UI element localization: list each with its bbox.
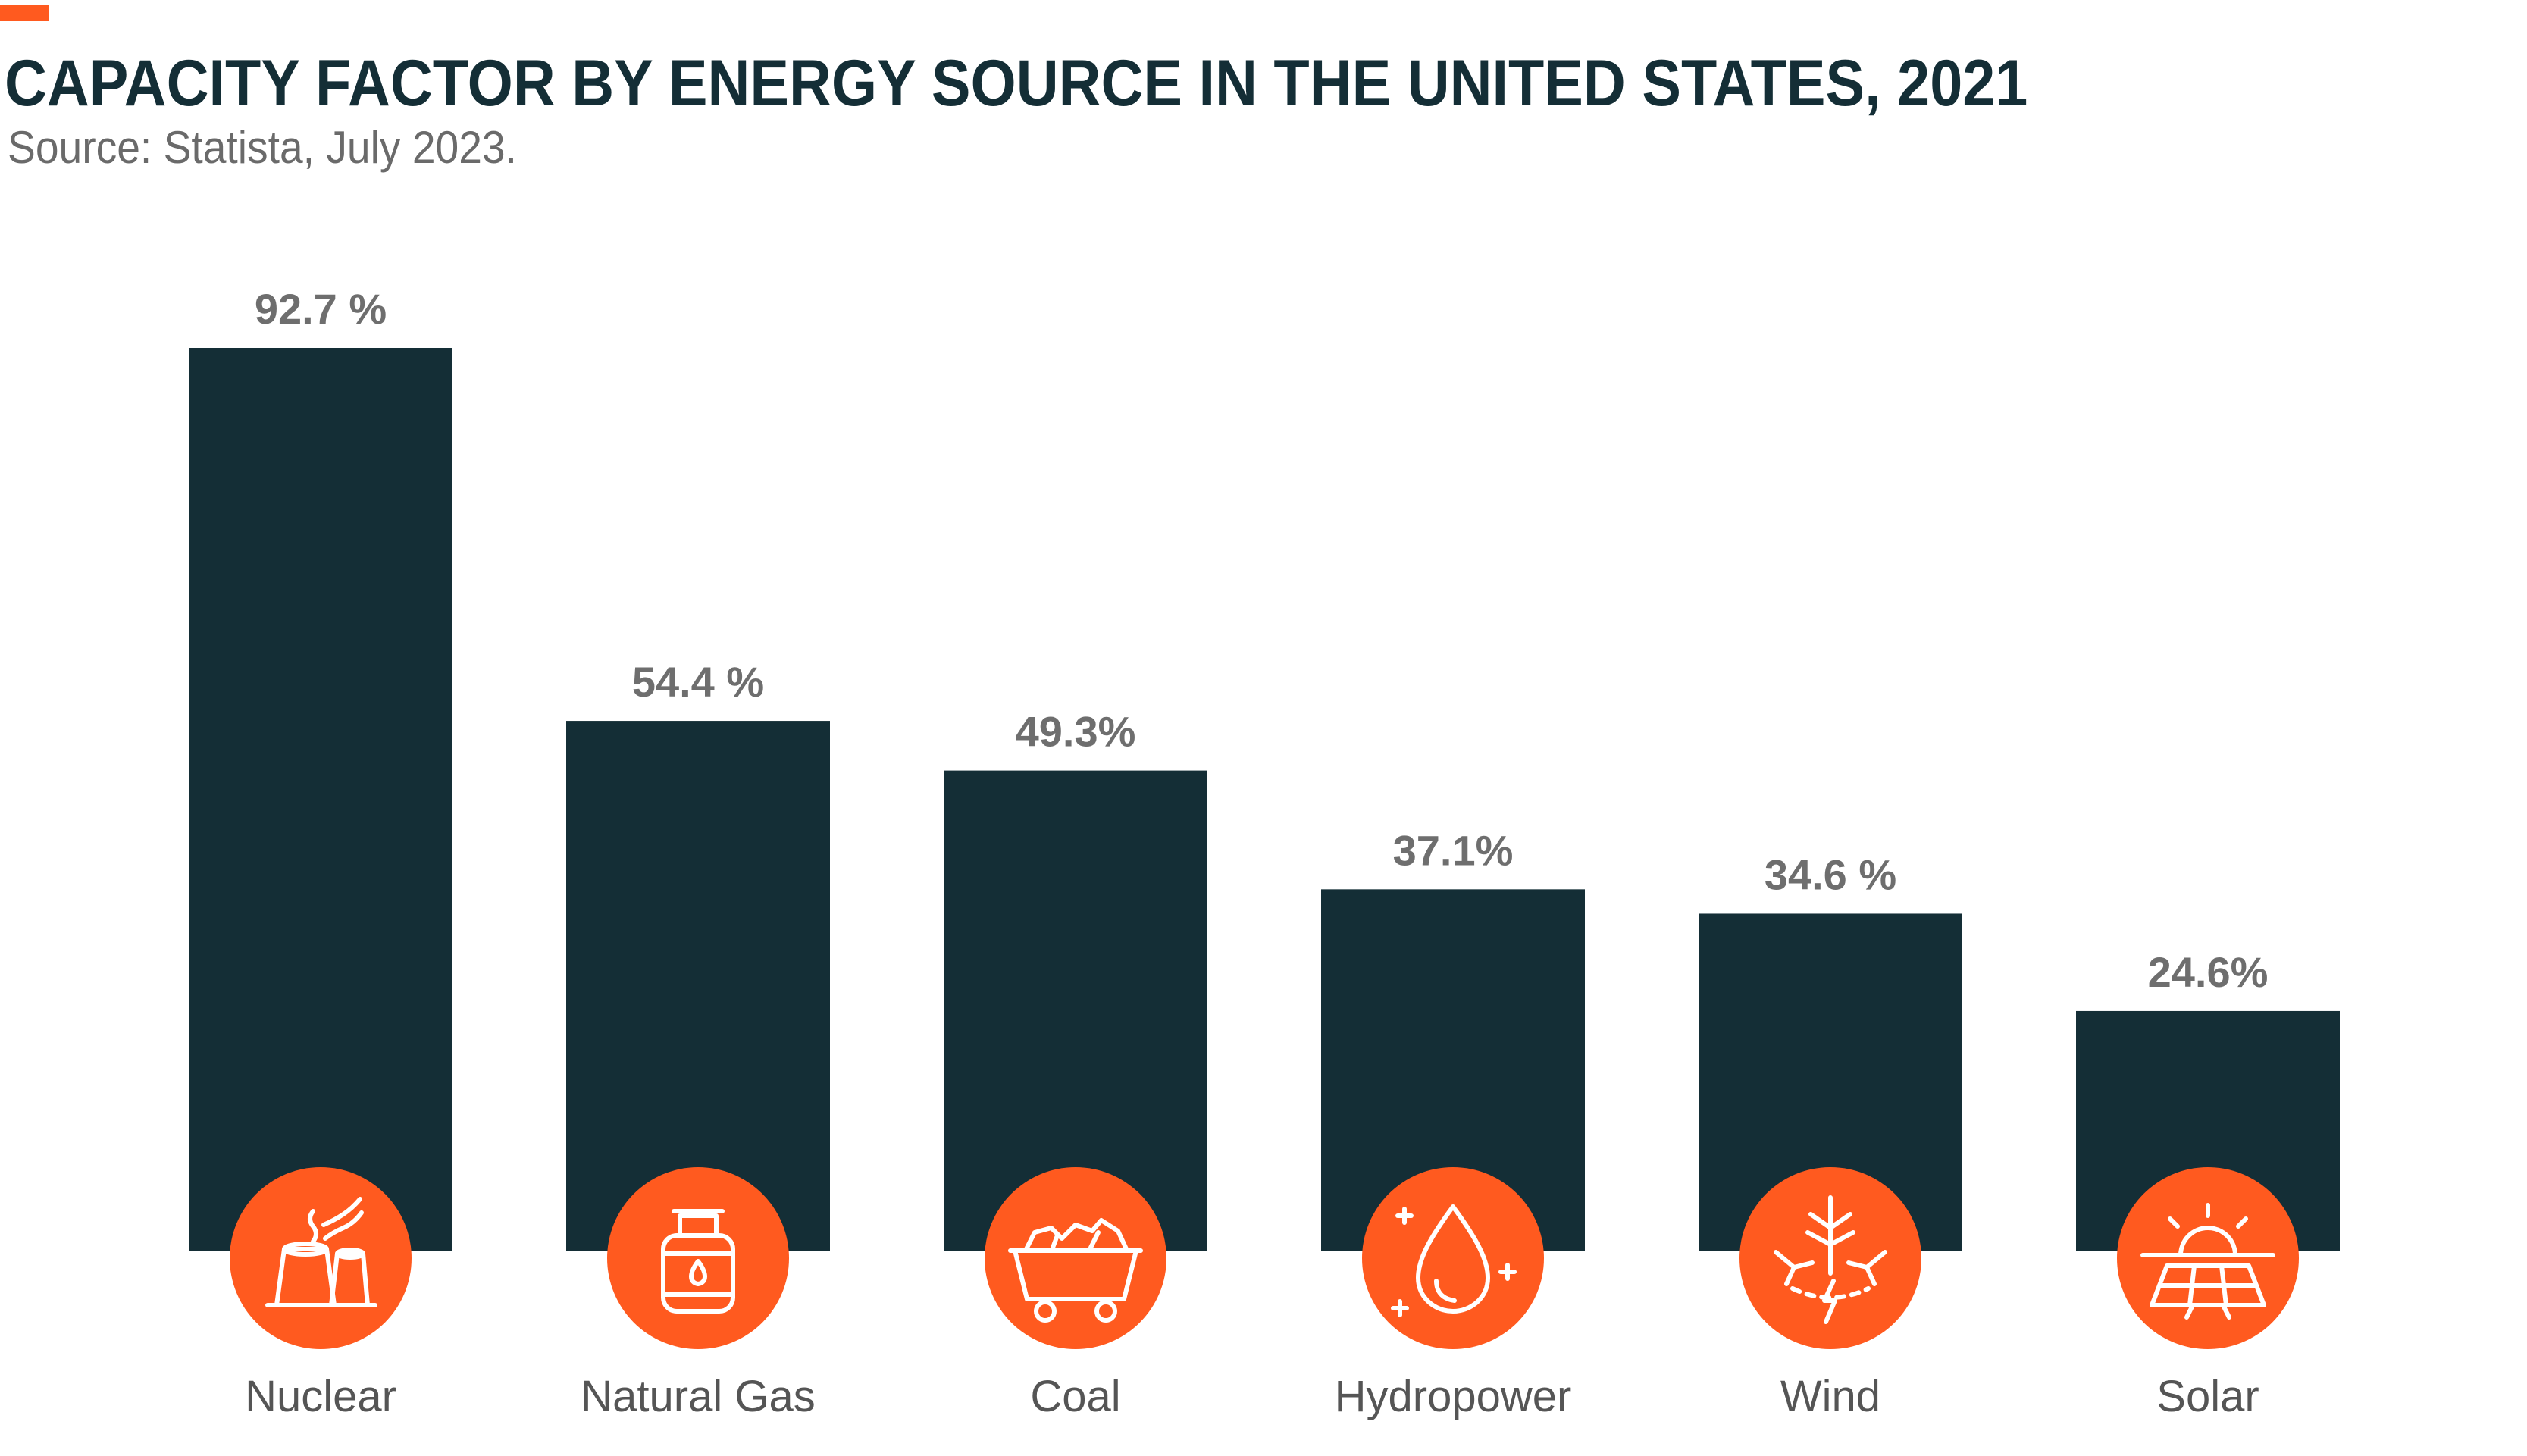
- icon-badge-hydropower: [1362, 1167, 1544, 1349]
- water-drop-icon: [1391, 1204, 1517, 1317]
- gas-cylinder-icon: [661, 1209, 735, 1314]
- category-label-coal: Coal: [1030, 1372, 1120, 1421]
- value-label-natural-gas: 54.4 %: [632, 658, 764, 706]
- category-label-nuclear: Nuclear: [245, 1372, 396, 1421]
- category-label-wind: Wind: [1780, 1372, 1880, 1421]
- accent-bar: [0, 5, 49, 21]
- category-label-hydropower: Hydropower: [1335, 1372, 1572, 1421]
- value-label-nuclear: 92.7 %: [255, 285, 387, 333]
- bar-nuclear: [189, 348, 452, 1251]
- value-label-hydropower: 37.1%: [1393, 826, 1514, 874]
- solar-panel-icon: [2140, 1203, 2275, 1320]
- nuclear-plant-icon: [265, 1197, 377, 1307]
- icon-badge-solar: [2117, 1167, 2299, 1349]
- bar-natural-gas: [566, 721, 830, 1251]
- value-label-wind: 34.6 %: [1765, 850, 1896, 898]
- category-label-solar: Solar: [2156, 1372, 2259, 1421]
- chart-title: CAPACITY FACTOR BY ENERGY SOURCE IN THE …: [5, 47, 2028, 120]
- coal-cart-icon: [1008, 1218, 1143, 1323]
- icon-badge-natural-gas: [607, 1167, 789, 1349]
- category-label-natural-gas: Natural Gas: [581, 1372, 815, 1421]
- wind-turbine-icon: [1774, 1195, 1887, 1324]
- icon-badge-nuclear: [230, 1167, 412, 1349]
- value-label-coal: 49.3%: [1016, 708, 1136, 756]
- chart-subtitle: Source: Statista, July 2023.: [8, 122, 517, 173]
- icon-badge-coal: [985, 1167, 1166, 1349]
- value-label-solar: 24.6%: [2148, 948, 2269, 996]
